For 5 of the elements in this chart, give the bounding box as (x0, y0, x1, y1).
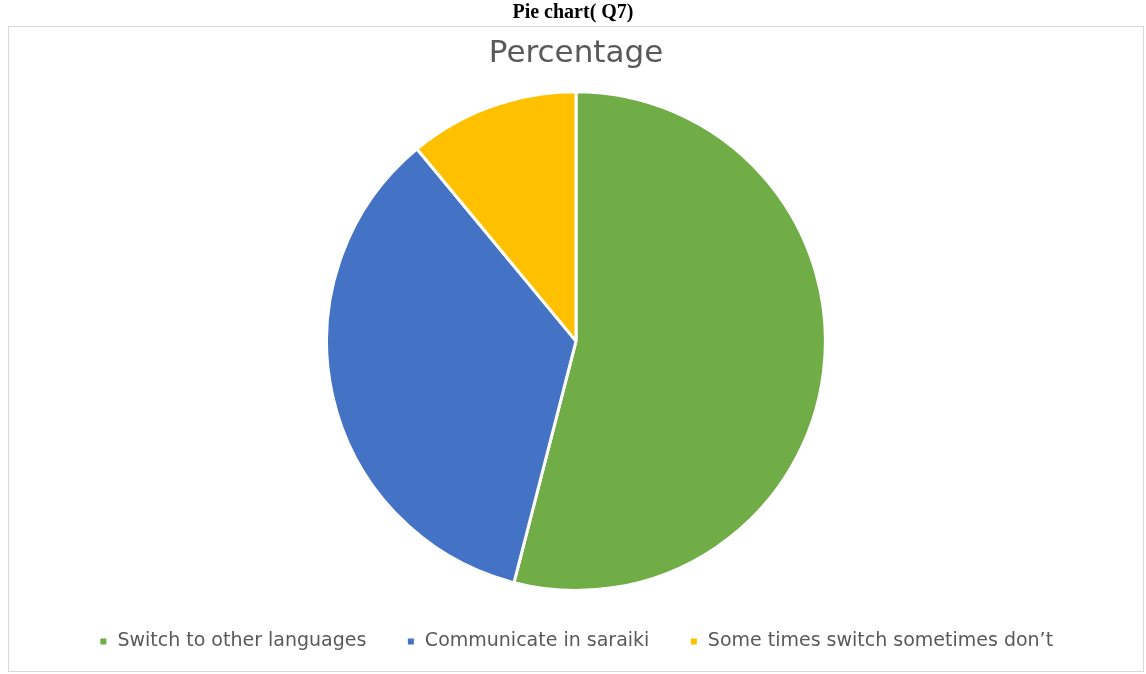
legend-label: Switch to other languages (117, 628, 367, 651)
text: Pie chart( Q7) (511, 0, 635, 24)
legend-label: Communicate in saraiki (424, 628, 650, 651)
chart-title: Percentage (488, 32, 664, 69)
legend-label: Some times switch sometimes don’t (707, 628, 1054, 651)
